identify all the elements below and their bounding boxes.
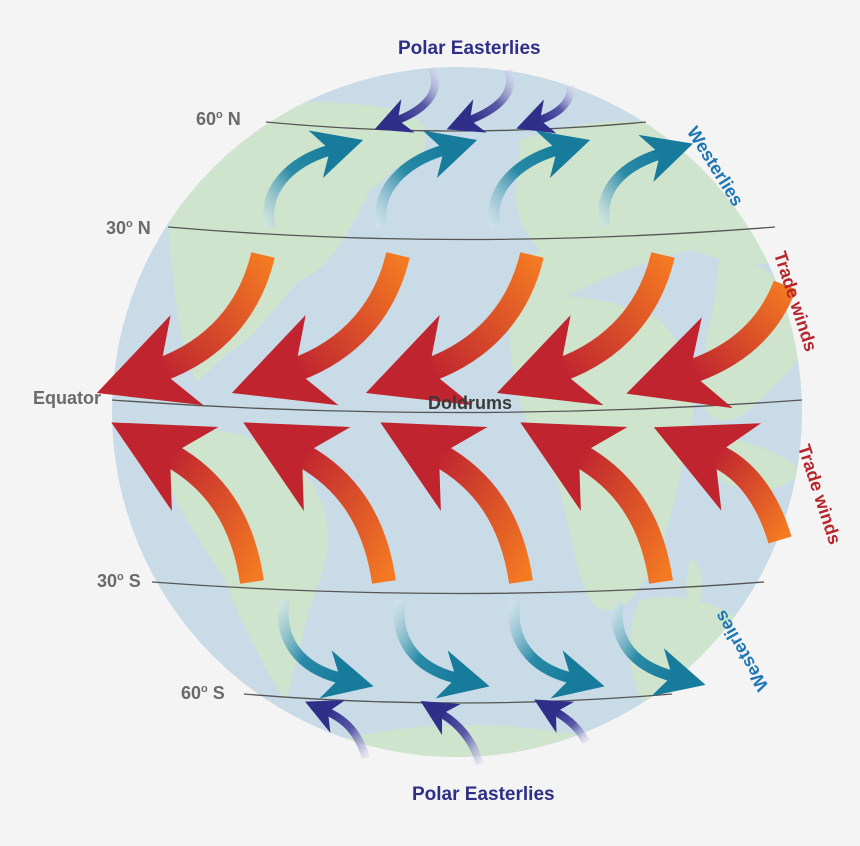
polar-arrow-n3 <box>516 85 575 134</box>
trade-arrow-n2 <box>231 252 410 406</box>
westerly-arrow-s3 <box>508 599 605 699</box>
trade-arrow-n5 <box>626 280 797 409</box>
doldrums-label: Doldrums <box>428 393 513 413</box>
trade-arrow-s1 <box>111 422 264 584</box>
polar-easterlies-bottom-label: Polar Easterlies <box>412 784 555 805</box>
latitude-60n-direction: N <box>227 109 241 129</box>
degree-mark: o <box>117 571 124 583</box>
latitude-30s-number: 30 <box>97 571 118 591</box>
polar-arrow-s2 <box>420 701 484 766</box>
latitude-60s-number: 60 <box>181 683 202 703</box>
latitude-30n-label: 30o N <box>106 218 151 239</box>
latitude-60n-label: 60o N <box>196 109 241 130</box>
westerly-arrow-n2 <box>375 130 478 230</box>
latitude-30s-direction: S <box>128 571 141 591</box>
polar-arrow-n1 <box>374 66 440 133</box>
polar-easterlies-north-arrows <box>374 66 575 134</box>
latitude-30s-label: 30o S <box>97 571 141 592</box>
polar-arrow-s3 <box>534 699 590 744</box>
polar-arrow-n2 <box>446 68 514 133</box>
latitude-60n-number: 60 <box>196 109 217 129</box>
westerly-arrow-s2 <box>393 599 490 699</box>
trade-arrow-n1 <box>96 252 275 406</box>
latitude-60s-direction: S <box>212 683 225 703</box>
trade-arrow-s3 <box>380 422 533 584</box>
land-madagascar <box>685 560 702 605</box>
equator-label: Equator <box>33 388 102 408</box>
polar-easterlies-top-label: Polar Easterlies <box>398 38 541 59</box>
trade-winds-south-arrows <box>111 422 792 584</box>
westerlies-south-arrows <box>277 599 706 699</box>
trade-arrow-s2 <box>243 422 396 584</box>
westerly-arrow-s4 <box>611 601 706 697</box>
trade-arrow-n3 <box>365 252 544 406</box>
westerlies-north-arrows <box>263 130 694 230</box>
latitude-30n-number: 30 <box>106 218 127 238</box>
latitude-line-30s <box>151 581 765 595</box>
degree-mark: o <box>201 683 208 695</box>
degree-mark: o <box>216 109 223 121</box>
land-island-north <box>550 156 586 195</box>
latitude-line-30n <box>167 226 776 241</box>
westerly-arrow-n3 <box>488 130 591 230</box>
westerly-arrow-n1 <box>263 130 364 230</box>
trade-arrow-s5 <box>653 423 792 544</box>
latitude-60s-label: 60o S <box>181 683 225 704</box>
degree-mark: o <box>126 218 133 230</box>
westerly-arrow-s1 <box>277 599 374 699</box>
polar-arrow-s1 <box>305 700 370 760</box>
trade-winds-north-arrows <box>96 252 797 409</box>
westerly-arrow-n4 <box>598 134 694 228</box>
latitude-30n-direction: N <box>137 218 151 238</box>
land-antarctica <box>340 725 600 757</box>
polar-easterlies-south-arrows <box>305 699 590 766</box>
trade-arrow-s4 <box>520 422 673 584</box>
